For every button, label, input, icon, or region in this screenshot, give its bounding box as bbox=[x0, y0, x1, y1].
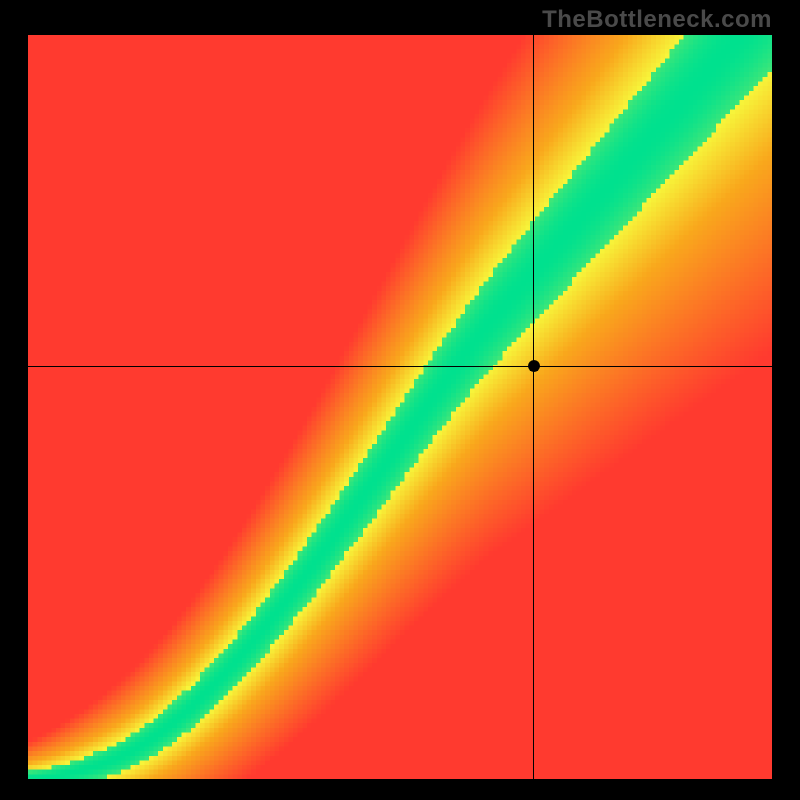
bottleneck-heatmap bbox=[28, 35, 772, 779]
watermark-text: TheBottleneck.com bbox=[542, 6, 772, 34]
chart-frame: TheBottleneck.com bbox=[0, 0, 800, 800]
crosshair-marker bbox=[527, 359, 541, 373]
